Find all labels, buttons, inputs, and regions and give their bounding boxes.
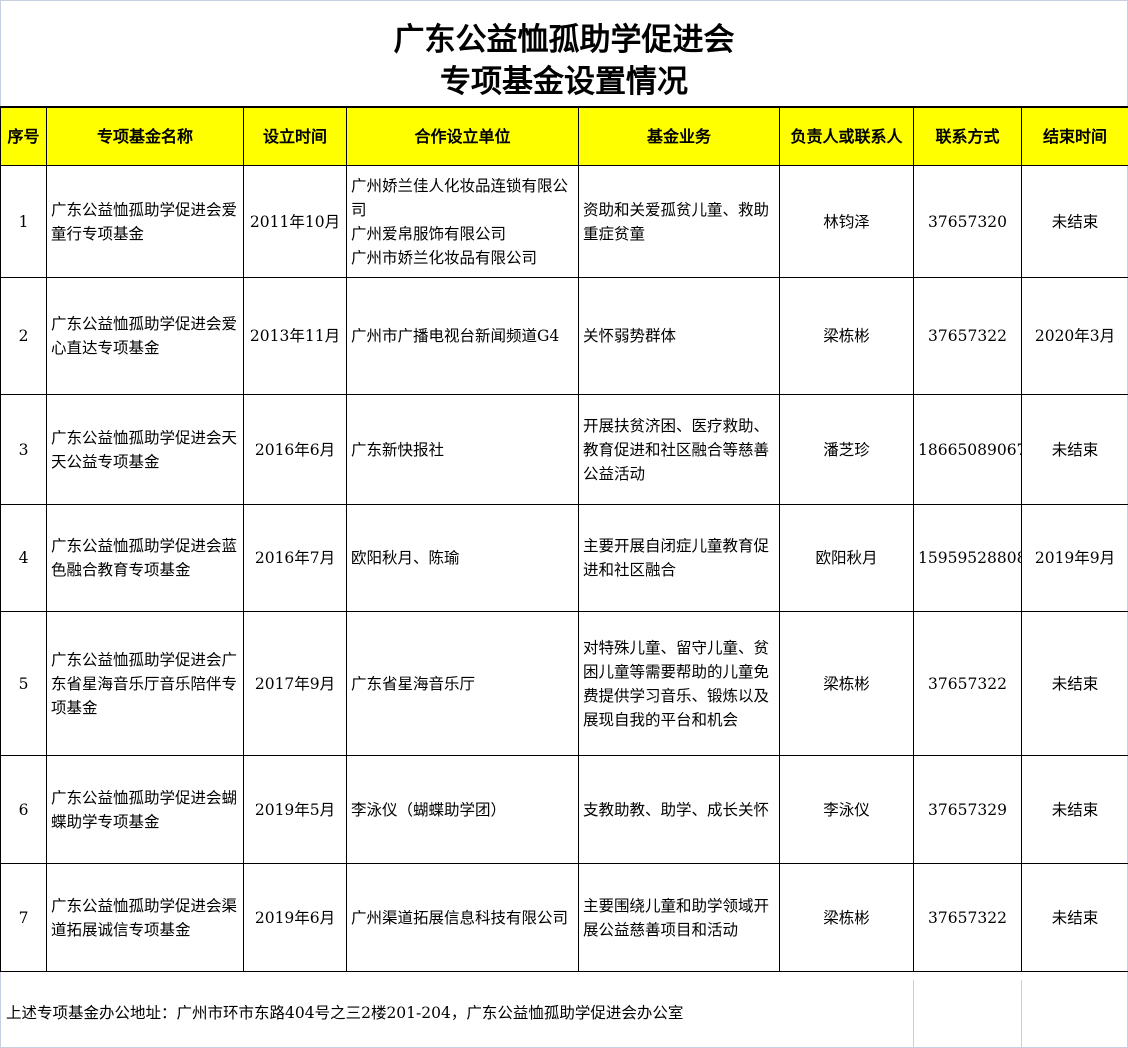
partner-line: 广州市娇兰化妆品有限公司 [351,248,538,267]
table-row: 2 广东公益恤孤助学促进会爱心直达专项基金 2013年11月 广州市广播电视台新闻频道… [0,277,1128,395]
table-row: 3 广东公益恤孤助学促进会天天公益专项基金 2016年6月 广东新快报社 开展扶贫济困、… [0,394,1128,505]
cell-contact[interactable]: 李泳仪 [779,755,914,864]
partner-line: 广州渠道拓展信息科技有限公司 [351,908,569,927]
table-row: 7 广东公益恤孤助学促进会渠道拓展诚信专项基金 2019年6月 广州渠道拓展信息科技有… [0,863,1128,972]
column-header: 基金业务 [578,106,780,166]
cell-contact[interactable]: 欧阳秋月 [779,504,914,612]
cell-phone[interactable]: 37657320 [913,165,1022,278]
table-row: 5 广东公益恤孤助学促进会广东省星海音乐厅音乐陪伴专项基金 2017年9月 广东省星海… [0,611,1128,756]
partner-line: 广东新快报社 [351,440,445,459]
column-header: 序号 [0,106,47,166]
column-header: 结束时间 [1021,106,1128,166]
cell-name[interactable]: 广东公益恤孤助学促进会爱童行专项基金 [46,165,244,278]
cell-end[interactable]: 2020年3月 [1021,277,1128,395]
column-header: 联系方式 [913,106,1022,166]
cell-no[interactable]: 6 [0,755,47,864]
cell-business[interactable]: 主要围绕儿童和助学领域开展公益慈善项目和活动 [578,863,780,972]
page-subtitle: 专项基金设置情况 [440,64,688,100]
cell-business[interactable]: 资助和关爱孤贫儿童、救助重症贫童 [578,165,780,278]
cell-date[interactable]: 2016年6月 [243,394,347,505]
cell-contact[interactable]: 梁栋彬 [779,863,914,972]
cell-partner[interactable]: 广州渠道拓展信息科技有限公司 [346,863,579,972]
cell-phone[interactable]: 15959528808 [913,504,1022,612]
cell-date[interactable]: 2017年9月 [243,611,347,756]
cell-phone[interactable]: 37657329 [913,755,1022,864]
cell-name[interactable]: 广东公益恤孤助学促进会天天公益专项基金 [46,394,244,505]
cell-date[interactable]: 2011年10月 [243,165,347,278]
cell-name[interactable]: 广东公益恤孤助学促进会蓝色融合教育专项基金 [46,504,244,612]
cell-partner[interactable]: 广州娇兰佳人化妆品连锁有限公司广州爱帛服饰有限公司广州市娇兰化妆品有限公司 [346,165,579,278]
cell-date[interactable]: 2019年6月 [243,863,347,972]
page-title: 广东公益恤孤助学促进会 [393,22,735,58]
table-row: 1 广东公益恤孤助学促进会爱童行专项基金 2011年10月 广州娇兰佳人化妆品连锁有限… [0,165,1128,278]
cell-date[interactable]: 2013年11月 [243,277,347,395]
cell-end[interactable]: 未结束 [1021,755,1128,864]
cell-phone[interactable]: 18665089067 [913,394,1022,505]
column-header: 专项基金名称 [46,106,244,166]
cell-end[interactable]: 未结束 [1021,394,1128,505]
header-row: 序号 专项基金名称 设立时间 合作设立单位 基金业务 负责人或联系人 联系方式 结束时间 [0,106,1128,166]
cell-end[interactable]: 未结束 [1021,165,1128,278]
partner-line: 广东省星海音乐厅 [351,674,476,693]
cell-phone[interactable]: 37657322 [913,277,1022,395]
table-row: 6 广东公益恤孤助学促进会蝴蝶助学专项基金 2019年5月 李泳仪（蝴蝶助学团） 支教助… [0,755,1128,864]
cell-contact[interactable]: 梁栋彬 [779,277,914,395]
cell-end[interactable]: 未结束 [1021,863,1128,972]
column-header: 负责人或联系人 [779,106,914,166]
cell-contact[interactable]: 林钧泽 [779,165,914,278]
partner-line: 李泳仪（蝴蝶助学团） [351,800,507,819]
cell-end[interactable]: 未结束 [1021,611,1128,756]
cell-phone[interactable]: 37657322 [913,863,1022,972]
gridline [1021,980,1022,1048]
cell-no[interactable]: 5 [0,611,47,756]
cell-partner[interactable]: 李泳仪（蝴蝶助学团） [346,755,579,864]
cell-business[interactable]: 支教助教、助学、成长关怀 [578,755,780,864]
cell-name[interactable]: 广东公益恤孤助学促进会蝴蝶助学专项基金 [46,755,244,864]
partner-line: 广州爱帛服饰有限公司 [351,224,507,243]
cell-no[interactable]: 7 [0,863,47,972]
cell-partner[interactable]: 广州市广播电视台新闻频道G4 [346,277,579,395]
cell-business[interactable]: 开展扶贫济困、医疗救助、教育促进和社区融合等慈善公益活动 [578,394,780,505]
cell-business[interactable]: 关怀弱势群体 [578,277,780,395]
partner-line: 广州娇兰佳人化妆品连锁有限公司 [351,176,569,219]
table-row: 4 广东公益恤孤助学促进会蓝色融合教育专项基金 2016年7月 欧阳秋月、陈瑜 主要开展… [0,504,1128,612]
column-header: 设立时间 [243,106,347,166]
cell-date[interactable]: 2019年5月 [243,755,347,864]
cell-date[interactable]: 2016年7月 [243,504,347,612]
cell-contact[interactable]: 梁栋彬 [779,611,914,756]
gridline [913,980,914,1048]
partner-line: 广州市广播电视台新闻频道G4 [351,327,560,345]
cell-partner[interactable]: 广东省星海音乐厅 [346,611,579,756]
cell-partner[interactable]: 欧阳秋月、陈瑜 [346,504,579,612]
cell-name[interactable]: 广东公益恤孤助学促进会渠道拓展诚信专项基金 [46,863,244,972]
cell-no[interactable]: 1 [0,165,47,278]
cell-name[interactable]: 广东公益恤孤助学促进会爱心直达专项基金 [46,277,244,395]
cell-contact[interactable]: 潘芝珍 [779,394,914,505]
column-header: 合作设立单位 [346,106,579,166]
cell-business[interactable]: 主要开展自闭症儿童教育促进和社区融合 [578,504,780,612]
cell-no[interactable]: 3 [0,394,47,505]
cell-name[interactable]: 广东公益恤孤助学促进会广东省星海音乐厅音乐陪伴专项基金 [46,611,244,756]
cell-business[interactable]: 对特殊儿童、留守儿童、贫困儿童等需要帮助的儿童免费提供学习音乐、锻炼以及展现自我… [578,611,780,756]
office-address-note: 上述专项基金办公地址：广州市环市东路404号之三2楼201-204，广东公益恤孤… [6,1004,684,1022]
cell-no[interactable]: 2 [0,277,47,395]
cell-end[interactable]: 2019年9月 [1021,504,1128,612]
partner-line: 欧阳秋月、陈瑜 [351,549,460,567]
cell-phone[interactable]: 37657322 [913,611,1022,756]
cell-partner[interactable]: 广东新快报社 [346,394,579,505]
cell-no[interactable]: 4 [0,504,47,612]
